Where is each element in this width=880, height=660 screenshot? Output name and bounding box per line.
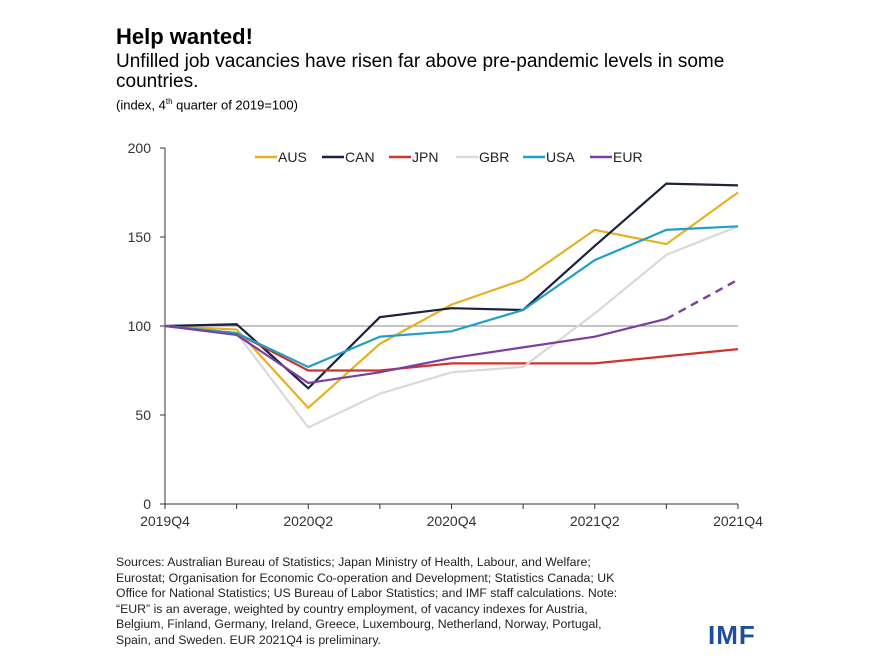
legend-label-can: CAN [345, 149, 375, 165]
x-tick-label: 2021Q4 [713, 513, 763, 529]
x-tick-label: 2020Q4 [427, 513, 477, 529]
series-line-aus [164, 191, 739, 410]
x-tick-label: 2019Q4 [140, 513, 190, 529]
legend-label-jpn: JPN [412, 149, 438, 165]
y-tick-label: 50 [135, 407, 151, 423]
x-tick-label: 2021Q2 [570, 513, 620, 529]
imf-logo: IMF [708, 620, 756, 650]
legend-label-gbr: GBR [479, 149, 509, 165]
legend-label-eur: EUR [613, 149, 643, 165]
chart-subtitle: Unfilled job vacancies have risen far ab… [116, 51, 725, 92]
chart-title: Help wanted! [116, 24, 253, 49]
y-tick-label: 0 [143, 496, 151, 512]
y-tick-label: 150 [128, 229, 152, 245]
series-line-jpn [164, 324, 739, 372]
series-line-eur [164, 317, 667, 385]
legend-label-aus: AUS [278, 149, 307, 165]
series-line-gbr [164, 225, 739, 429]
series-dashed-segment-eur [665, 278, 739, 320]
y-tick-label: 100 [128, 318, 152, 334]
units-note: (index, 4th quarter of 2019=100) [116, 97, 298, 113]
y-tick-label: 200 [128, 140, 152, 156]
legend-label-usa: USA [546, 149, 575, 165]
series-line-usa [164, 225, 739, 369]
x-tick-label: 2020Q2 [283, 513, 333, 529]
source-note: Sources: Australian Bureau of Statistics… [116, 555, 618, 647]
